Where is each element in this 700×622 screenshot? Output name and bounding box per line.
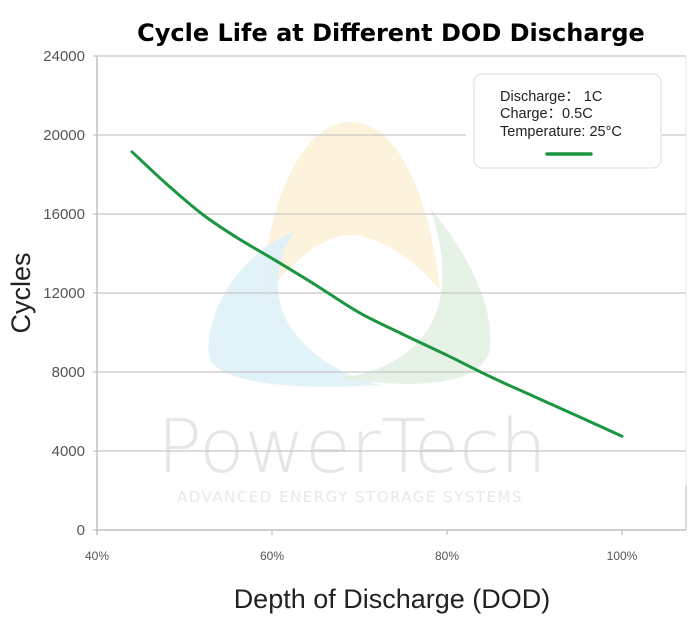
legend: Discharge： 1C Charge：0.5C Temperature: 2… bbox=[473, 73, 662, 169]
watermark: PowerTech ADVANCED ENERGY STORAGE SYSTEM… bbox=[157, 122, 547, 506]
legend-line-charge: Charge：0.5C bbox=[500, 106, 593, 122]
legend-box bbox=[473, 73, 662, 169]
y-tick-label: 0 bbox=[77, 522, 85, 539]
watermark-petal-blue bbox=[208, 232, 380, 387]
x-tick-label: 60% bbox=[260, 549, 284, 563]
y-tick-label: 24000 bbox=[43, 48, 85, 65]
gridlines bbox=[97, 55, 686, 452]
y-tick-label: 8000 bbox=[52, 364, 85, 381]
series-layer bbox=[130, 150, 624, 438]
x-axis-label: Depth of Discharge (DOD) bbox=[234, 584, 551, 614]
watermark-brand: PowerTech bbox=[157, 404, 546, 490]
x-tick-label: 40% bbox=[85, 549, 109, 563]
y-tick-label: 4000 bbox=[52, 443, 85, 460]
watermark-petal-orange bbox=[262, 122, 440, 300]
y-tick-label: 20000 bbox=[43, 127, 85, 144]
axes bbox=[93, 55, 687, 535]
y-tick-label: 16000 bbox=[43, 206, 85, 223]
legend-line-discharge: Discharge： 1C bbox=[500, 89, 602, 105]
x-tick-label: 80% bbox=[435, 549, 459, 563]
legend-line-temperature: Temperature: 25°C bbox=[500, 124, 622, 140]
watermark-logo bbox=[208, 122, 491, 387]
y-axis-label: Cycles bbox=[6, 252, 36, 333]
chart-title: Cycle Life at Different DOD Discharge bbox=[137, 19, 645, 47]
series-line-cycles bbox=[130, 150, 624, 438]
watermark-petal-green bbox=[340, 208, 491, 384]
watermark-tagline: ADVANCED ENERGY STORAGE SYSTEMS bbox=[177, 488, 523, 506]
y-tick-labels: 0 4000 8000 12000 16000 20000 24000 bbox=[43, 48, 85, 539]
x-tick-labels: 40% 60% 80% 100% bbox=[85, 549, 638, 563]
y-tick-label: 12000 bbox=[43, 285, 85, 302]
x-tick-label: 100% bbox=[607, 549, 638, 563]
